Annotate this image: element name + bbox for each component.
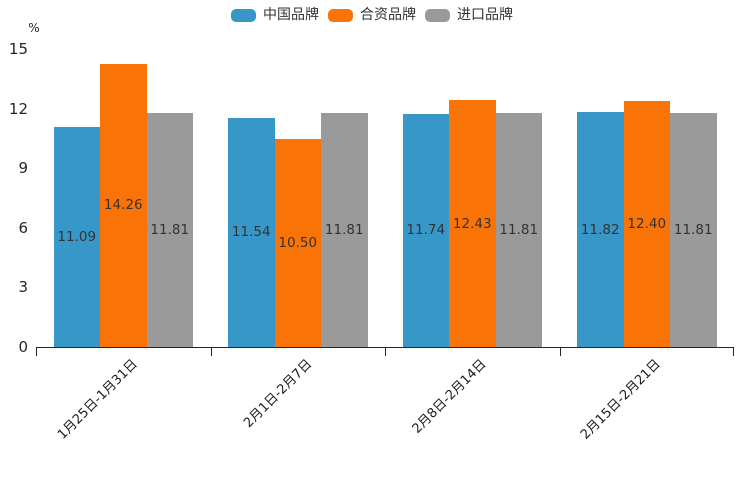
x-axis-tick-mark — [733, 348, 734, 356]
legend-item-label: 合资品牌 — [360, 7, 416, 23]
x-category-label: 2月1日-2月7日 — [241, 356, 316, 431]
legend-swatch-icon — [231, 9, 256, 22]
bar-value-label: 11.74 — [406, 222, 446, 239]
bar-value-label: 11.82 — [580, 221, 620, 238]
bar-value-label: 11.54 — [231, 224, 271, 241]
bar-value-label: 11.81 — [150, 221, 190, 238]
legend-item-2: 合资品牌 — [328, 7, 416, 24]
bar-value-label: 12.43 — [452, 215, 492, 232]
bar-合资品牌-2月8日-2月14日 — [449, 100, 496, 347]
x-axis-tick-mark — [385, 348, 386, 356]
y-axis-unit-label: % — [28, 21, 40, 35]
bar-中国品牌-1月25日-1月31日 — [53, 126, 100, 347]
legend-swatch-icon — [328, 9, 353, 22]
legend-item-1: 中国品牌 — [231, 7, 319, 24]
bar-value-label: 11.81 — [324, 221, 364, 238]
x-category-label: 2月15日-2月21日 — [578, 356, 665, 443]
bar-value-label: 11.09 — [57, 228, 97, 245]
x-axis-line — [36, 347, 734, 348]
x-axis-tick-mark — [36, 348, 37, 356]
y-tick-label: 0 — [18, 338, 28, 356]
bar-value-label: 11.81 — [673, 221, 713, 238]
bar-进口品牌-2月8日-2月14日 — [495, 112, 542, 347]
legend-swatch-icon — [425, 9, 450, 22]
y-tick-label: 3 — [18, 278, 28, 297]
bar-value-label: 14.26 — [103, 197, 143, 214]
legend-item-3: 进口品牌 — [425, 7, 513, 24]
x-category-label: 1月25日-1月31日 — [54, 356, 141, 443]
y-tick-label: 12 — [8, 99, 28, 118]
bar-中国品牌-2月15日-2月21日 — [577, 112, 624, 347]
legend-item-label: 进口品牌 — [457, 7, 513, 23]
y-tick-label: 6 — [18, 218, 28, 237]
bar-value-label: 11.81 — [499, 221, 539, 238]
bar-进口品牌-2月1日-2月7日 — [321, 112, 368, 347]
x-axis-tick-mark — [210, 348, 212, 356]
bar-中国品牌-2月1日-2月7日 — [228, 117, 275, 347]
bar-中国品牌-2月8日-2月14日 — [402, 113, 449, 347]
bar-合资品牌-2月1日-2月7日 — [274, 138, 321, 347]
bar-value-label: 12.40 — [627, 215, 667, 232]
bar-进口品牌-2月15日-2月21日 — [670, 112, 717, 347]
legend-item-label: 中国品牌 — [263, 7, 319, 23]
bar-value-label: 10.50 — [278, 234, 318, 251]
bar-合资品牌-1月25日-1月31日 — [100, 63, 147, 347]
legend: 中国品牌 合资品牌 进口品牌 — [0, 7, 744, 24]
y-tick-label: 15 — [8, 40, 28, 59]
y-tick-label: 9 — [18, 159, 28, 178]
x-axis-tick-mark — [559, 348, 561, 356]
x-category-label: 2月8日-2月14日 — [409, 356, 490, 437]
bar-进口品牌-1月25日-1月31日 — [146, 112, 193, 347]
bar-合资品牌-2月15日-2月21日 — [623, 100, 670, 347]
